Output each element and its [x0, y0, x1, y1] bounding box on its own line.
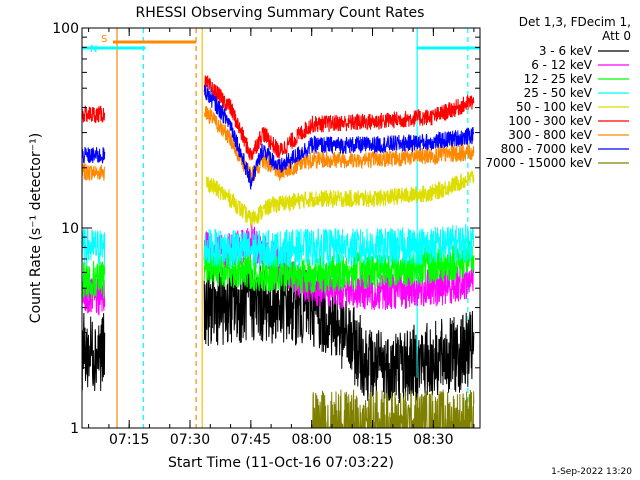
flag-label: N [90, 44, 97, 55]
series-line [82, 85, 475, 190]
x-axis-label: Start Time (11-Oct-16 07:03:22) [168, 455, 394, 471]
legend-header-2: Att 0 [602, 29, 631, 43]
legend-label: 50 - 100 keV [516, 100, 593, 114]
legend-label: 7000 - 15000 keV [485, 156, 592, 170]
x-tick-label: 07:15 [109, 432, 149, 448]
x-tick-label: 08:15 [352, 432, 392, 448]
axes: 07:15 07:30 07:45 08:00 08:15 08:30 1 10 100 [52, 21, 480, 448]
legend-label: 300 - 800 keV [508, 128, 592, 142]
legend-label: 800 - 7000 keV [501, 142, 593, 156]
footer-date: 1-Sep-2022 13:20 [551, 467, 632, 477]
x-tick-label: 08:00 [292, 432, 332, 448]
x-tick-label: 07:45 [231, 432, 271, 448]
y-tick-label: 10 [61, 221, 79, 237]
flag-label: S [101, 34, 107, 45]
legend-header-1: Det 1,3, FDecim 1, [519, 15, 631, 29]
plot-area: SN [81, 27, 481, 429]
legend-label: 12 - 25 keV [524, 72, 593, 86]
series-line [205, 169, 475, 228]
y-tick-label: 100 [52, 21, 79, 37]
legend-label: 6 - 12 keV [531, 58, 593, 72]
legend-label: 100 - 300 keV [508, 114, 592, 128]
legend-label: 3 - 6 keV [539, 44, 593, 58]
series-line [82, 224, 475, 269]
y-tick-label: 1 [70, 421, 79, 437]
chart-title: RHESSI Observing Summary Count Rates [136, 5, 425, 21]
legend-label: 25 - 50 keV [524, 86, 593, 100]
x-tick-label: 07:30 [170, 432, 210, 448]
y-axis-label: Count Rate (s⁻¹ detector⁻¹) [28, 133, 44, 323]
series-line [82, 75, 475, 161]
x-tick-label: 08:30 [413, 432, 453, 448]
